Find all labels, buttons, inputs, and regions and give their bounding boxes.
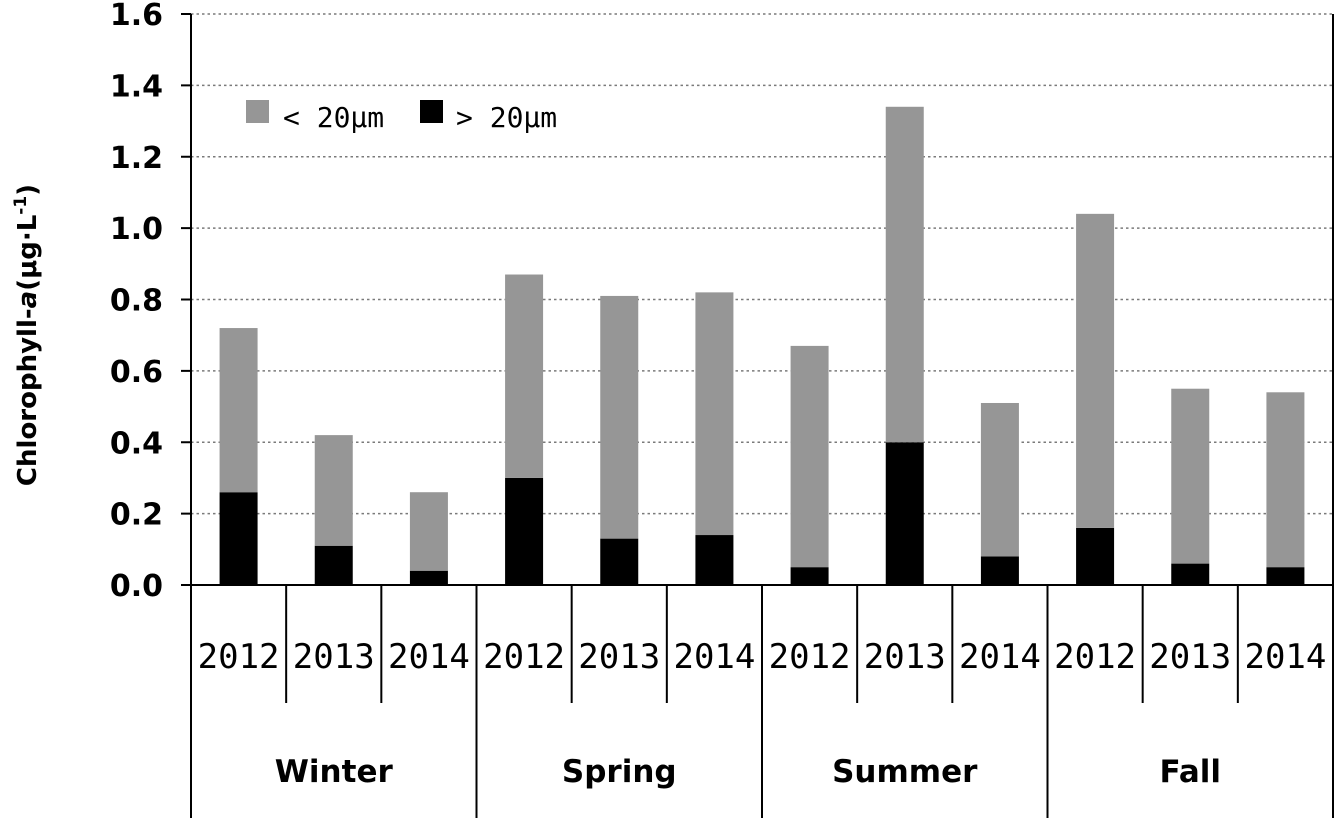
x-year-label: 2014 xyxy=(959,637,1041,677)
x-season-label: Winter xyxy=(275,754,394,790)
bar-segment-small xyxy=(314,435,353,546)
y-tick-label: 0.6 xyxy=(110,355,163,390)
x-season-label: Spring xyxy=(562,754,677,790)
y-axis-title-prefix: Chlorophyll- xyxy=(13,308,43,486)
bar-segment-small xyxy=(219,328,258,493)
bar-segment-small xyxy=(505,274,544,478)
bar-segment-large xyxy=(219,492,258,585)
legend: < 20μm > 20μm xyxy=(246,100,557,134)
grid-lines xyxy=(191,13,1333,515)
y-tick-label: 0.4 xyxy=(110,426,163,461)
x-year-label: 2013 xyxy=(864,637,946,677)
bar-segment-large xyxy=(1266,567,1305,585)
bar-segment-large xyxy=(409,570,448,585)
legend-swatch-small xyxy=(246,100,269,123)
bar-segment-large xyxy=(695,535,734,585)
x-year-label: 2014 xyxy=(673,637,755,677)
bar-segment-small xyxy=(600,295,639,539)
bar-segment-small xyxy=(790,345,829,568)
y-tick-label: 1.6 xyxy=(110,0,163,33)
legend-label-large: > 20μm xyxy=(456,101,557,134)
x-year-label: 2014 xyxy=(1244,637,1326,677)
x-year-label: 2012 xyxy=(483,637,565,677)
bar-segment-large xyxy=(600,538,639,585)
x-year-label: 2012 xyxy=(1054,637,1136,677)
y-axis-title-close: ) xyxy=(13,184,43,196)
bars xyxy=(219,106,1305,585)
y-axis-title-exp: -1 xyxy=(11,196,31,215)
x-year-label: 2014 xyxy=(388,637,470,677)
x-category-axis: 2012 2013 2014 Winter 2012 2013 2014 Spring 2012… xyxy=(198,585,1326,818)
y-tick-label: 1.2 xyxy=(110,141,163,176)
x-year-label: 2013 xyxy=(578,637,660,677)
bar-segment-large xyxy=(885,442,924,585)
legend-swatch-large xyxy=(420,100,443,123)
bar-segment-large xyxy=(1076,527,1115,585)
bar-segment-large xyxy=(790,567,829,585)
y-axis-title-unit: (μg·L xyxy=(13,215,43,291)
x-year-label: 2013 xyxy=(293,637,375,677)
bar-segment-small xyxy=(1266,392,1305,568)
legend-label-small: < 20μm xyxy=(283,101,384,134)
bar-segment-small xyxy=(980,402,1019,557)
y-tick-label: 0.0 xyxy=(110,569,163,604)
x-season-label: Summer xyxy=(832,754,978,790)
y-tick-label: 0.8 xyxy=(110,284,163,319)
x-year-label: 2012 xyxy=(769,637,851,677)
axes xyxy=(181,13,1334,818)
y-tick-label: 0.2 xyxy=(110,498,163,533)
y-axis-title: Chlorophyll-a(μg·L-1) xyxy=(11,184,43,486)
bar-segment-large xyxy=(980,556,1019,585)
y-tick-label: 1.0 xyxy=(110,212,163,247)
y-tick-label: 1.4 xyxy=(110,69,163,104)
bar-segment-small xyxy=(409,492,448,571)
bar-segment-large xyxy=(1171,563,1210,585)
bar-segment-small xyxy=(1076,213,1115,528)
bar-segment-large xyxy=(314,545,353,585)
bar-segment-small xyxy=(1171,388,1210,564)
x-year-label: 2013 xyxy=(1149,637,1231,677)
bar-segment-small xyxy=(695,292,734,536)
y-axis-title-italic: a xyxy=(13,291,43,309)
bar-segment-small xyxy=(885,106,924,443)
y-tick-labels: 0.0 0.2 0.4 0.6 0.8 1.0 1.2 1.4 1.6 xyxy=(110,0,163,604)
x-season-label: Fall xyxy=(1159,754,1221,790)
bar-segment-large xyxy=(505,477,544,585)
x-year-label: 2012 xyxy=(198,637,280,677)
